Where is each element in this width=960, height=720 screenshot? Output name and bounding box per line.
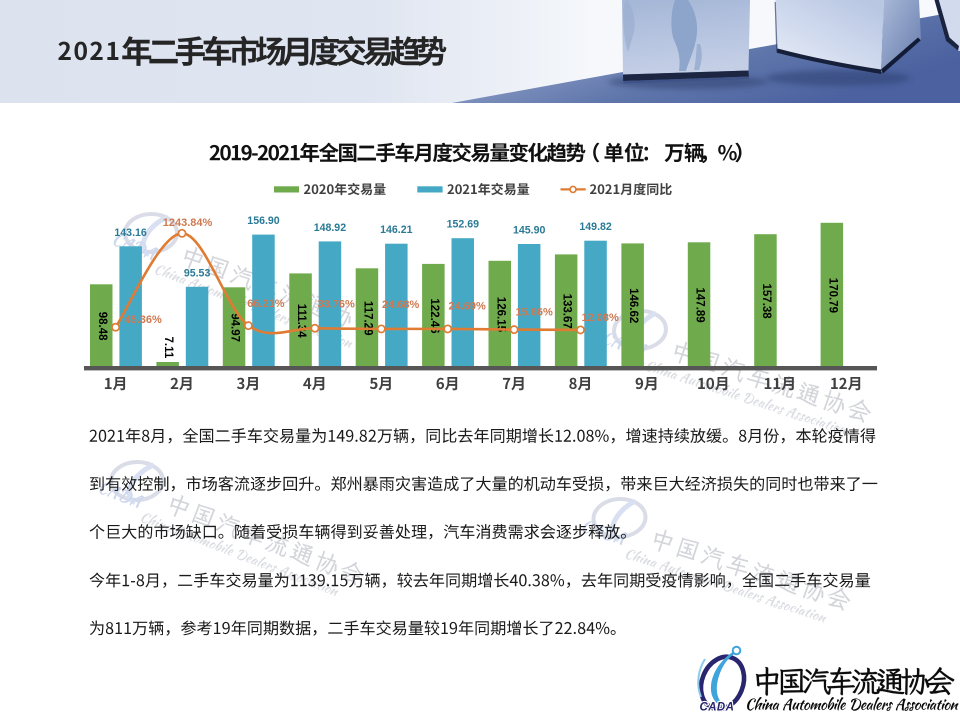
svg-text:157.38: 157.38 [760, 284, 772, 320]
svg-text:94.97: 94.97 [229, 313, 241, 342]
svg-text:149.82: 149.82 [579, 221, 612, 233]
svg-text:45.36%: 45.36% [125, 314, 163, 326]
svg-text:148.92: 148.92 [314, 222, 347, 234]
svg-text:146.62: 146.62 [627, 288, 639, 323]
svg-text:1243.84%: 1243.84% [163, 217, 213, 229]
svg-text:111.34: 111.34 [295, 304, 307, 339]
svg-text:122.46: 122.46 [428, 298, 440, 333]
svg-text:7.11: 7.11 [162, 337, 174, 359]
svg-text:98.48: 98.48 [96, 312, 108, 341]
svg-text:143.16: 143.16 [114, 227, 147, 239]
svg-text:95.53: 95.53 [184, 267, 211, 279]
svg-text:66.21%: 66.21% [247, 298, 285, 310]
svg-text:126.15: 126.15 [494, 297, 506, 333]
svg-text:170.79: 170.79 [826, 278, 838, 313]
svg-text:CADA: CADA [700, 702, 735, 714]
svg-text:15.66%: 15.66% [516, 307, 554, 319]
svg-text:117.29: 117.29 [361, 301, 373, 336]
svg-text:33.76%: 33.76% [318, 299, 356, 311]
svg-text:146.21: 146.21 [380, 224, 413, 236]
svg-text:147.89: 147.89 [694, 288, 706, 323]
svg-text:156.90: 156.90 [247, 215, 280, 227]
svg-text:145.90: 145.90 [513, 225, 546, 237]
svg-text:24.69%: 24.69% [449, 301, 487, 313]
svg-text:24.68%: 24.68% [382, 299, 420, 311]
svg-text:12.08%: 12.08% [582, 312, 620, 324]
svg-text:152.69: 152.69 [447, 219, 480, 231]
svg-text:133.67: 133.67 [561, 294, 573, 329]
